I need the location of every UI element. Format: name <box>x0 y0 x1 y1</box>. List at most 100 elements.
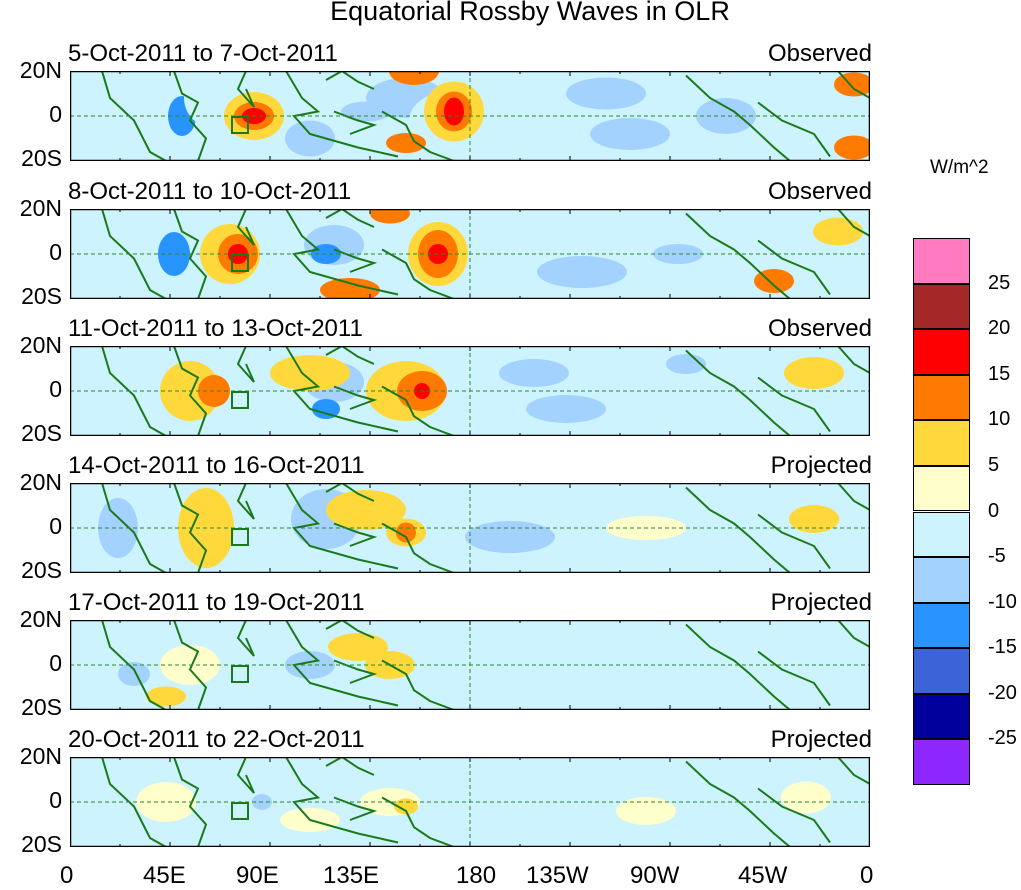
coastline <box>757 376 831 433</box>
panel-status-label: Projected <box>770 589 872 616</box>
colorbar-segment <box>913 329 970 375</box>
anomaly-contour <box>370 209 410 224</box>
map-panel: 11-Oct-2011 to 13-Oct-2011 Observed <box>68 315 872 436</box>
reference-box <box>231 391 249 409</box>
anomaly-contour <box>270 355 350 391</box>
anomaly-contour <box>789 505 839 533</box>
coastline <box>325 71 375 90</box>
longitude-label: 45W <box>738 862 788 889</box>
reference-box <box>231 528 249 546</box>
anomaly-contour <box>118 662 150 686</box>
coastline <box>837 71 870 99</box>
latitude-label: 20N <box>19 606 62 632</box>
anomaly-contour <box>616 797 676 825</box>
longitude-label: 90W <box>630 862 680 889</box>
reference-box <box>231 254 249 272</box>
colorbar-segment <box>913 693 970 740</box>
latitude-label: 0 <box>49 513 62 539</box>
latitude-label: 20N <box>19 332 62 358</box>
longitude-label: 0 <box>60 862 74 889</box>
colorbar-segment <box>913 648 970 694</box>
coastline <box>381 796 455 847</box>
colorbar-segment <box>913 238 970 284</box>
panel-date-range: 8-Oct-2011 to 10-Oct-2011 <box>68 178 352 205</box>
colorbar-segment <box>913 739 970 785</box>
panel-date-range: 5-Oct-2011 to 7-Oct-2011 <box>68 40 338 67</box>
longitude-label: 45E <box>143 862 186 889</box>
longitude-label: 180 <box>456 862 497 889</box>
anomaly-contour <box>98 498 138 558</box>
latitude-label: 20S <box>21 283 62 309</box>
coastline <box>325 620 375 639</box>
coastline <box>837 209 870 237</box>
colorbar-tick-label: -5 <box>988 545 1006 568</box>
latitude-label: 0 <box>49 239 62 265</box>
anomaly-contour <box>312 399 340 419</box>
latitude-label: 20S <box>21 145 62 171</box>
anomaly-contour <box>499 359 569 387</box>
reference-box <box>231 802 249 820</box>
anomaly-contour <box>696 98 756 134</box>
colorbar-units: W/m^2 <box>930 157 989 178</box>
coastline <box>757 101 831 158</box>
panel-status-label: Projected <box>770 726 872 753</box>
reference-box <box>231 665 249 683</box>
coastline <box>685 74 791 161</box>
anomaly-contour <box>285 120 335 157</box>
panel-status-label: Projected <box>770 452 872 479</box>
colorbar-tick-label: -15 <box>988 636 1017 659</box>
coastline <box>381 659 455 710</box>
latitude-label: 0 <box>49 101 62 127</box>
latitude-label: 0 <box>49 787 62 813</box>
anomaly-contour <box>834 72 870 97</box>
anomaly-contour <box>781 781 831 814</box>
anomaly-contour <box>537 256 627 288</box>
latitude-label: 20N <box>19 57 62 83</box>
anomaly-map <box>70 346 870 436</box>
colorbar-segment <box>913 283 970 330</box>
latitude-label: 20S <box>21 420 62 446</box>
coastline <box>101 346 167 436</box>
panel-status-label: Observed <box>767 178 872 205</box>
coastline <box>173 757 208 847</box>
anomaly-contour <box>320 278 380 299</box>
map-panel: 5-Oct-2011 to 7-Oct-2011 Observed <box>68 40 872 161</box>
anomaly-map <box>70 209 870 299</box>
coastline <box>325 757 375 776</box>
figure-title: Equatorial Rossby Waves in OLR <box>330 0 730 26</box>
coastline <box>381 248 455 299</box>
coastline <box>101 620 167 710</box>
coastline <box>236 483 255 520</box>
anomaly-contour <box>326 490 406 530</box>
anomaly-contour <box>146 686 186 707</box>
coastline <box>757 239 831 296</box>
coastline <box>685 760 791 847</box>
coastline <box>173 483 208 573</box>
longitude-label: 135W <box>526 862 589 889</box>
map-panel: 14-Oct-2011 to 16-Oct-2011 Projected <box>68 452 872 573</box>
coastline <box>101 483 167 573</box>
anomaly-contour <box>500 220 600 252</box>
panel-date-range: 20-Oct-2011 to 22-Oct-2011 <box>68 726 365 753</box>
coastline <box>837 757 870 785</box>
colorbar-segment <box>913 602 970 649</box>
anomaly-contour <box>834 135 870 160</box>
coastline <box>173 346 208 436</box>
colorbar-tick-label: 5 <box>988 453 1000 476</box>
latitude-label: 20S <box>21 557 62 583</box>
colorbar <box>913 238 970 785</box>
anomaly-contour <box>590 118 670 150</box>
anomaly-map <box>70 71 870 161</box>
coastline <box>757 513 831 570</box>
coastline <box>685 623 791 710</box>
longitude-label: 0 <box>860 862 874 889</box>
panel-date-range: 11-Oct-2011 to 13-Oct-2011 <box>68 315 363 342</box>
coastline <box>101 209 167 299</box>
coastline <box>236 346 255 383</box>
coastline <box>236 209 255 246</box>
latitude-label: 0 <box>49 376 62 402</box>
colorbar-tick-label: 0 <box>988 499 1000 522</box>
latitude-label: 20N <box>19 743 62 769</box>
anomaly-contour <box>158 232 190 276</box>
colorbar-tick-label: -10 <box>988 590 1017 613</box>
